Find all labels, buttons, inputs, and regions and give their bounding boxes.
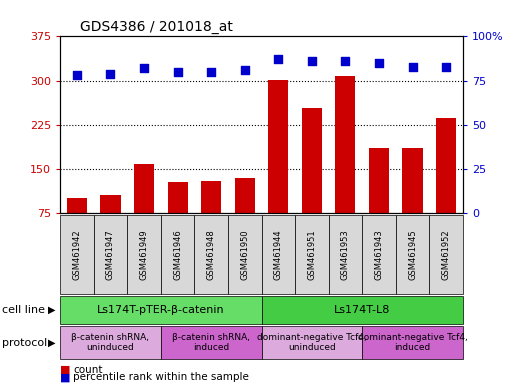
Text: dominant-negative Tcf4,
induced: dominant-negative Tcf4, induced (358, 333, 468, 353)
Bar (195, 215, 228, 294)
Bar (94, 215, 127, 294)
Text: GSM461946: GSM461946 (173, 229, 182, 280)
Text: GDS4386 / 201018_at: GDS4386 / 201018_at (81, 20, 233, 34)
Text: ▶: ▶ (49, 338, 56, 348)
Bar (60, 326, 161, 359)
Bar (262, 215, 295, 294)
Bar (429, 215, 463, 294)
Bar (295, 215, 328, 294)
Bar (268, 80, 288, 257)
Bar (201, 181, 221, 257)
Bar (262, 296, 463, 324)
Text: β-catenin shRNA,
uninduced: β-catenin shRNA, uninduced (72, 333, 150, 353)
Text: percentile rank within the sample: percentile rank within the sample (73, 372, 249, 382)
Bar (60, 215, 94, 294)
Text: dominant-negative Tcf4,
uninduced: dominant-negative Tcf4, uninduced (257, 333, 367, 353)
Bar (228, 215, 262, 294)
Text: GSM461943: GSM461943 (374, 229, 383, 280)
Bar (362, 326, 463, 359)
Bar (328, 215, 362, 294)
Bar (262, 326, 362, 359)
Text: count: count (73, 365, 103, 375)
Bar (335, 76, 356, 257)
Point (375, 60, 383, 66)
Bar (67, 199, 87, 257)
Text: GSM461942: GSM461942 (72, 229, 82, 280)
Bar (134, 164, 154, 257)
Point (140, 65, 148, 71)
Text: GSM461948: GSM461948 (207, 229, 215, 280)
Bar (60, 296, 262, 324)
Text: GSM461951: GSM461951 (308, 229, 316, 280)
Point (308, 58, 316, 64)
Bar (161, 215, 195, 294)
Bar (161, 326, 262, 359)
Bar (100, 195, 120, 257)
Bar (436, 118, 456, 257)
Text: GSM461953: GSM461953 (341, 229, 350, 280)
Point (341, 58, 349, 64)
Text: Ls174T-pTER-β-catenin: Ls174T-pTER-β-catenin (97, 305, 225, 315)
Text: GSM461944: GSM461944 (274, 229, 283, 280)
Point (408, 63, 417, 70)
Text: ■: ■ (60, 372, 71, 382)
Point (274, 56, 282, 63)
Text: GSM461949: GSM461949 (140, 229, 149, 280)
Text: ■: ■ (60, 365, 71, 375)
Text: ▶: ▶ (49, 305, 56, 315)
Bar (235, 178, 255, 257)
Text: β-catenin shRNA,
induced: β-catenin shRNA, induced (172, 333, 250, 353)
Text: GSM461947: GSM461947 (106, 229, 115, 280)
Bar (302, 108, 322, 257)
Point (174, 69, 182, 75)
Bar (396, 215, 429, 294)
Text: GSM461945: GSM461945 (408, 229, 417, 280)
Text: cell line: cell line (2, 305, 44, 315)
Text: GSM461950: GSM461950 (240, 229, 249, 280)
Text: GSM461952: GSM461952 (441, 229, 451, 280)
Point (106, 71, 115, 77)
Bar (362, 215, 396, 294)
Bar (369, 148, 389, 257)
Point (442, 63, 450, 70)
Point (207, 69, 215, 75)
Point (73, 72, 81, 78)
Bar (403, 148, 423, 257)
Point (241, 67, 249, 73)
Text: Ls174T-L8: Ls174T-L8 (334, 305, 390, 315)
Bar (127, 215, 161, 294)
Text: protocol: protocol (2, 338, 47, 348)
Bar (167, 182, 188, 257)
